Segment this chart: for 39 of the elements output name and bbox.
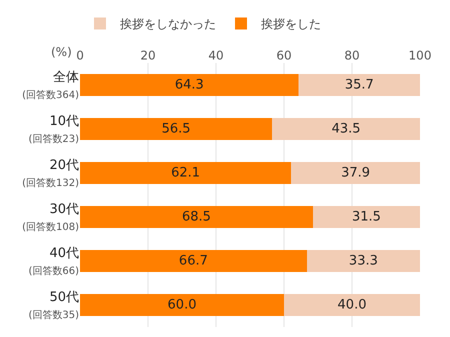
bar: [80, 118, 272, 140]
data-label: 62.1: [171, 166, 200, 180]
data-label: 43.5: [332, 122, 361, 136]
data-label: 37.9: [341, 166, 370, 180]
bar: [80, 206, 313, 228]
data-label: 40.0: [338, 298, 366, 312]
x-tick-label: 60: [276, 48, 292, 63]
bar: [80, 294, 284, 316]
x-tick-label: 0: [76, 48, 84, 63]
data-label: 68.5: [182, 210, 211, 224]
y-tick-label: 50代 (回答数35): [28, 290, 80, 321]
data-label: 35.7: [344, 78, 374, 92]
y-tick-label: 10代 (回答数23): [28, 114, 80, 145]
bar: [291, 162, 420, 184]
y-tick-label: 30代 (回答数108): [22, 202, 80, 233]
x-tick-label: 40: [208, 48, 224, 63]
data-label: 31.5: [352, 210, 381, 224]
x-axis-title: (%): [51, 45, 72, 59]
y-tick-label: 全体 (回答数364): [22, 70, 80, 101]
data-label: 66.7: [178, 254, 208, 268]
bar: [306, 250, 420, 272]
x-tick-label: 20: [140, 48, 156, 63]
bar: [312, 206, 420, 228]
bar: [272, 118, 420, 140]
data-label: 64.3: [174, 78, 204, 92]
legend-label: 挨拶をした: [261, 17, 321, 32]
bar: [80, 162, 292, 184]
data-label: 60.0: [168, 298, 196, 312]
bar: [80, 74, 299, 96]
x-tick-label: 100: [408, 48, 432, 63]
y-tick-label: 20代 (回答数132): [22, 158, 80, 189]
legend-label: 挨拶をしなかった: [120, 17, 216, 32]
data-label: 56.5: [162, 122, 191, 136]
bar: [298, 74, 420, 96]
bar: [80, 250, 307, 272]
y-tick-label: 40代 (回答数66): [28, 246, 80, 277]
bar: [284, 294, 420, 316]
x-tick-label: 80: [344, 48, 360, 63]
data-label: 33.3: [348, 254, 378, 268]
